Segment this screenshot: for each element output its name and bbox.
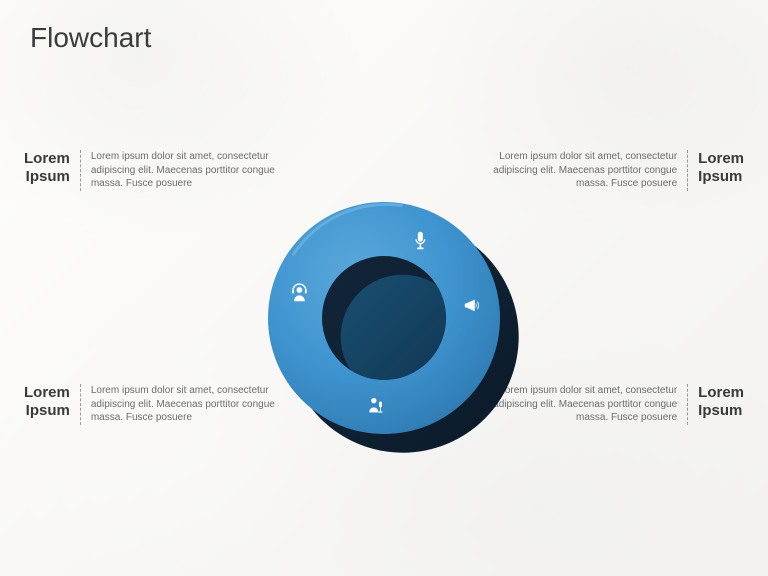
divider [687,150,688,191]
headset-icon [292,284,307,301]
quadrant-body: Lorem ipsum dolor sit amet, consectetur … [484,384,677,425]
quadrant-heading: Lorem Ipsum [24,150,70,186]
quadrant-top-right: Lorem Ipsum Lorem ipsum dolor sit amet, … [484,150,744,191]
slide: Flowchart Lorem Ipsum Lorem ipsum dolor … [0,0,768,576]
quadrant-body: Lorem ipsum dolor sit amet, consectetur … [484,150,677,191]
quadrant-body: Lorem ipsum dolor sit amet, consectetur … [91,150,284,191]
page-title: Flowchart [30,22,151,54]
reporter-icon [369,398,382,413]
quadrant-heading: Lorem Ipsum [698,384,744,420]
divider [687,384,688,425]
quadrant-heading: Lorem Ipsum [24,384,70,420]
quadrant-body: Lorem ipsum dolor sit amet, consectetur … [91,384,284,425]
megaphone-icon [465,300,479,312]
quadrant-bottom-left: Lorem Ipsum Lorem ipsum dolor sit amet, … [24,384,284,425]
divider [80,384,81,425]
divider [80,150,81,191]
ring-3d [260,194,542,476]
quadrant-top-left: Lorem Ipsum Lorem ipsum dolor sit amet, … [24,150,284,191]
quadrant-heading: Lorem Ipsum [698,150,744,186]
quadrant-bottom-right: Lorem Ipsum Lorem ipsum dolor sit amet, … [484,384,744,425]
microphone-icon [415,232,425,250]
